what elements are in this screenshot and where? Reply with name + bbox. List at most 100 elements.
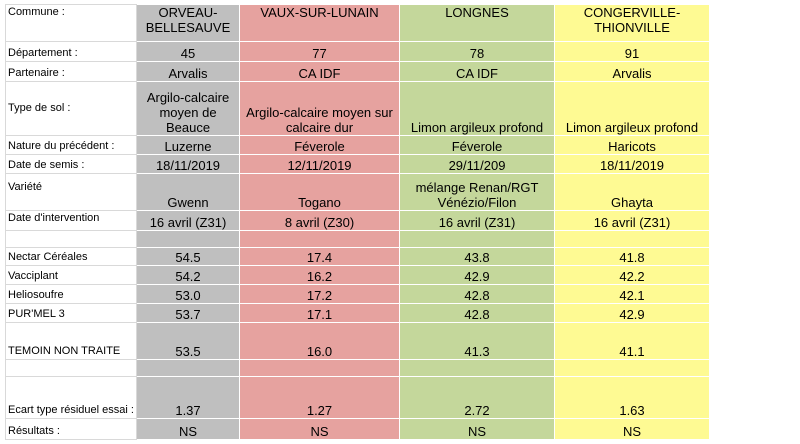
type-sol-cell: Argilo-calcaire moyen sur calcaire dur	[239, 81, 400, 136]
label-type-sol: Type de sol :	[5, 81, 137, 136]
nectar-value: 54.5	[136, 247, 240, 266]
nectar-value: 43.8	[399, 247, 555, 266]
precedent-cell: Féverole	[239, 135, 400, 155]
label-purmel: PUR'MEL 3	[5, 303, 137, 323]
date-intervention-cell: 16 avril (Z31)	[554, 210, 710, 231]
label-partenaire: Partenaire :	[5, 61, 137, 82]
label-heliosoufre: Heliosoufre	[5, 284, 137, 304]
date-intervention-cell: 8 avril (Z30)	[239, 210, 400, 231]
row-spacer	[5, 230, 710, 248]
row-spacer	[5, 359, 710, 377]
ecart-value: 1.27	[239, 376, 400, 419]
row-nectar: Nectar Céréales 54.5 17.4 43.8 41.8	[5, 247, 710, 266]
purmel-value: 42.9	[554, 303, 710, 323]
row-heliosoufre: Heliosoufre 53.0 17.2 42.8 42.1	[5, 284, 710, 304]
spacer-cell	[136, 230, 240, 248]
heliosoufre-value: 17.2	[239, 284, 400, 304]
date-intervention-cell: 16 avril (Z31)	[399, 210, 555, 231]
date-semis-cell: 29/11/209	[399, 154, 555, 174]
variete-cell: mélange Renan/RGT Vénézio/Filon	[399, 173, 555, 211]
row-temoin: TEMOIN NON TRAITE 53.5 16.0 41.3 41.1	[5, 322, 710, 360]
resultats-value: NS	[399, 418, 555, 440]
departement-cell: 78	[399, 41, 555, 62]
nectar-value: 17.4	[239, 247, 400, 266]
label-vacciplant: Vacciplant	[5, 265, 137, 285]
resultats-value: NS	[136, 418, 240, 440]
spacer-label	[5, 230, 137, 248]
date-semis-cell: 18/11/2019	[136, 154, 240, 174]
temoin-value: 41.1	[554, 322, 710, 360]
departement-cell: 91	[554, 41, 710, 62]
label-variete: Variété	[5, 173, 137, 211]
nectar-value: 41.8	[554, 247, 710, 266]
row-commune: Commune : ORVEAU-BELLESAUVE VAUX-SUR-LUN…	[5, 4, 710, 42]
departement-cell: 45	[136, 41, 240, 62]
date-semis-cell: 12/11/2019	[239, 154, 400, 174]
row-date-intervention: Date d'intervention 16 avril (Z31) 8 avr…	[5, 210, 710, 231]
spacer-cell	[136, 359, 240, 377]
commune-cell: VAUX-SUR-LUNAIN	[239, 4, 400, 42]
label-nectar: Nectar Céréales	[5, 247, 137, 266]
temoin-value: 53.5	[136, 322, 240, 360]
row-type-sol: Type de sol : Argilo-calcaire moyen de B…	[5, 81, 710, 136]
precedent-cell: Féverole	[399, 135, 555, 155]
row-precedent: Nature du précédent : Luzerne Féverole F…	[5, 135, 710, 155]
spacer-cell	[239, 230, 400, 248]
variete-cell: Gwenn	[136, 173, 240, 211]
vacciplant-value: 42.2	[554, 265, 710, 285]
label-temoin: TEMOIN NON TRAITE	[5, 322, 137, 360]
spacer-cell	[239, 359, 400, 377]
partenaire-cell: Arvalis	[136, 61, 240, 82]
vacciplant-value: 42.9	[399, 265, 555, 285]
row-resultats: Résultats : NS NS NS NS	[5, 418, 710, 440]
row-partenaire: Partenaire : Arvalis CA IDF CA IDF Arval…	[5, 61, 710, 82]
row-departement: Département : 45 77 78 91	[5, 41, 710, 62]
heliosoufre-value: 42.1	[554, 284, 710, 304]
label-commune: Commune :	[5, 4, 137, 42]
label-date-intervention: Date d'intervention	[5, 210, 137, 231]
row-ecart: Ecart type résiduel essai : 1.37 1.27 2.…	[5, 376, 710, 419]
temoin-value: 41.3	[399, 322, 555, 360]
purmel-value: 53.7	[136, 303, 240, 323]
spacer-cell	[554, 230, 710, 248]
label-ecart: Ecart type résiduel essai :	[5, 376, 137, 419]
trial-results-table: Commune : ORVEAU-BELLESAUVE VAUX-SUR-LUN…	[5, 4, 710, 440]
label-resultats: Résultats :	[5, 418, 137, 440]
date-intervention-cell: 16 avril (Z31)	[136, 210, 240, 231]
spacer-label	[5, 359, 137, 377]
spacer-cell	[399, 230, 555, 248]
type-sol-cell: Argilo-calcaire moyen de Beauce	[136, 81, 240, 136]
vacciplant-value: 16.2	[239, 265, 400, 285]
departement-cell: 77	[239, 41, 400, 62]
precedent-cell: Luzerne	[136, 135, 240, 155]
label-date-semis: Date de semis :	[5, 154, 137, 174]
commune-cell: CONGERVILLE-THIONVILLE	[554, 4, 710, 42]
row-variete: Variété Gwenn Togano mélange Renan/RGT V…	[5, 173, 710, 211]
ecart-value: 1.37	[136, 376, 240, 419]
vacciplant-value: 54.2	[136, 265, 240, 285]
temoin-value: 16.0	[239, 322, 400, 360]
precedent-cell: Haricots	[554, 135, 710, 155]
heliosoufre-value: 42.8	[399, 284, 555, 304]
ecart-value: 2.72	[399, 376, 555, 419]
resultats-value: NS	[554, 418, 710, 440]
row-purmel: PUR'MEL 3 53.7 17.1 42.8 42.9	[5, 303, 710, 323]
commune-cell: LONGNES	[399, 4, 555, 42]
label-departement: Département :	[5, 41, 137, 62]
purmel-value: 17.1	[239, 303, 400, 323]
variete-cell: Ghayta	[554, 173, 710, 211]
date-semis-cell: 18/11/2019	[554, 154, 710, 174]
resultats-value: NS	[239, 418, 400, 440]
label-precedent: Nature du précédent :	[5, 135, 137, 155]
row-vacciplant: Vacciplant 54.2 16.2 42.9 42.2	[5, 265, 710, 285]
ecart-value: 1.63	[554, 376, 710, 419]
row-date-semis: Date de semis : 18/11/2019 12/11/2019 29…	[5, 154, 710, 174]
variete-cell: Togano	[239, 173, 400, 211]
spacer-cell	[554, 359, 710, 377]
partenaire-cell: CA IDF	[239, 61, 400, 82]
spacer-cell	[399, 359, 555, 377]
partenaire-cell: Arvalis	[554, 61, 710, 82]
partenaire-cell: CA IDF	[399, 61, 555, 82]
commune-cell: ORVEAU-BELLESAUVE	[136, 4, 240, 42]
purmel-value: 42.8	[399, 303, 555, 323]
